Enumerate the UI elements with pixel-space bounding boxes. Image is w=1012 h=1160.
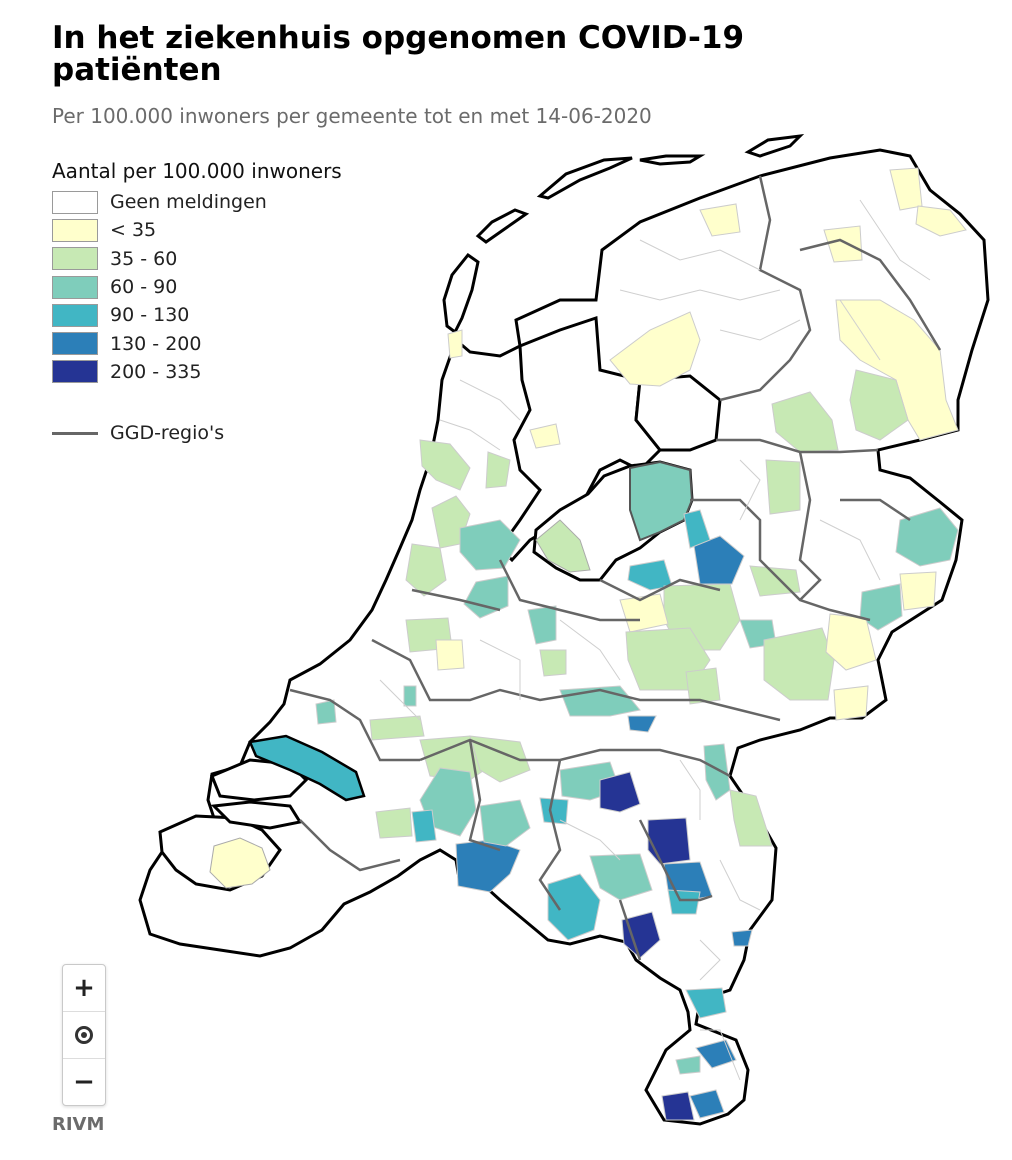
region-nb-lightblue-2: [539, 797, 569, 825]
legend-item: < 35: [52, 216, 412, 244]
legend-swatch: [52, 218, 98, 242]
flevoland-east-region: [629, 460, 694, 542]
region-achterhoek-yellow-2: [833, 685, 869, 721]
region-nb-teal-5: [703, 743, 731, 801]
region-limburg-teal-1: [675, 1055, 701, 1075]
legend-ggd-label: GGD-regio's: [110, 422, 225, 445]
region-drenthe-yellow-1: [835, 299, 959, 441]
noordoostpolder: [634, 374, 722, 452]
region-overijssel-lightblue-2: [627, 559, 673, 591]
legend-swatch: [52, 360, 98, 384]
region-nb-teal-1: [419, 767, 477, 837]
legend-item: Geen meldingen: [52, 188, 412, 216]
zeeland-goeree: [210, 800, 303, 830]
legend-item: 60 - 90: [52, 273, 412, 301]
island-vlieland: [475, 208, 530, 244]
locate-button[interactable]: [63, 1012, 105, 1059]
legend-label: 130 - 200: [110, 332, 202, 355]
legend-swatch: [52, 332, 98, 356]
region-overijssel-blue: [693, 535, 745, 585]
target-icon: [75, 1026, 93, 1044]
island-terschelling: [536, 156, 633, 200]
region-nb-teal-2: [479, 799, 531, 847]
region-friesland-yellow-2: [699, 203, 741, 237]
legend-item: 35 - 60: [52, 245, 412, 273]
map-zoom-controls: + −: [62, 964, 106, 1106]
region-twente-teal: [895, 507, 959, 567]
region-zh-teal-1: [315, 699, 337, 725]
legend-label: < 35: [110, 219, 157, 242]
region-gelderland-green-3: [685, 667, 721, 705]
region-nb-darkblue-3: [621, 911, 661, 959]
ggd-borders: [289, 175, 942, 961]
region-nb-darkblue-1: [599, 771, 641, 813]
region-achterhoek-green: [763, 627, 835, 701]
zoom-out-button[interactable]: −: [73, 1067, 95, 1097]
zeeland-middelburg-region: [209, 837, 271, 889]
region-nb-lightblue-3: [667, 889, 701, 915]
legend-label: Geen meldingen: [110, 191, 267, 214]
ggd-border-line: [52, 431, 98, 435]
legend-item: 200 - 335: [52, 358, 412, 386]
region-overijssel-green-1: [765, 459, 801, 515]
region-zh-teal-2: [403, 685, 417, 707]
legend-swatch: [52, 190, 98, 214]
island-texel: [442, 252, 480, 335]
map-credit: RIVM: [52, 1114, 105, 1135]
region-nh-yellow-1: [529, 423, 561, 449]
legend-swatch: [52, 247, 98, 271]
legend-ggd-item: GGD-regio's: [52, 422, 412, 444]
haringvliet-water: [248, 734, 366, 802]
region-twente-teal-2: [859, 583, 903, 631]
region-nb-lightblue-1: [411, 809, 437, 843]
region-limburg-darkblue-1: [661, 1091, 695, 1121]
legend-label: 90 - 130: [110, 304, 190, 327]
region-zh-green-4: [419, 735, 491, 781]
region-drenthe-green-2: [771, 391, 839, 453]
region-nb-teal-4: [589, 853, 653, 901]
zoom-in-button[interactable]: +: [63, 965, 105, 1012]
region-zh-green-3: [369, 715, 425, 741]
region-nh-green-3: [485, 451, 511, 489]
legend-label: 200 - 335: [110, 360, 202, 383]
region-friesland-yellow-1: [609, 311, 701, 387]
legend-title: Aantal per 100.000 inwoners: [52, 159, 342, 183]
region-zh-green-5: [469, 735, 531, 783]
page-subtitle: Per 100.000 inwoners per gemeente tot en…: [52, 104, 652, 128]
island-ameland: [639, 154, 706, 166]
region-nb-lightblue-4: [547, 873, 601, 941]
legend-swatch: [52, 275, 98, 299]
legend-label: 35 - 60: [110, 247, 178, 270]
zeeland-schouwen: [210, 758, 309, 802]
region-drenthe-green-1: [849, 369, 909, 441]
legend-label: 60 - 90: [110, 276, 178, 299]
region-nh-yellow-2: [447, 329, 463, 359]
region-nb-darkblue-2: [647, 817, 691, 865]
region-nb-green-1: [375, 807, 413, 839]
region-twente-yellow: [899, 571, 937, 611]
region-limburg-blue-1: [731, 929, 753, 947]
flevoland-south-region: [535, 519, 591, 573]
region-overijssel-lightblue-1: [683, 509, 711, 549]
region-limburg-blue-3: [689, 1089, 725, 1119]
region-groningen-yellow-3: [823, 225, 863, 263]
region-friesland-green: [419, 439, 471, 491]
region-nb-blue-3: [627, 715, 657, 733]
legend: Aantal per 100.000 inwoners Geen melding…: [52, 158, 412, 444]
legend-item: 90 - 130: [52, 301, 412, 329]
legend-swatch: [52, 303, 98, 327]
region-limburg-blue-2: [695, 1039, 737, 1069]
region-zh-yellow-1: [435, 639, 465, 671]
region-zh-green-2: [539, 649, 567, 677]
page-title: In het ziekenhuis opgenomen COVID-19 pat…: [52, 20, 745, 88]
island-schiermonnikoog: [744, 133, 805, 158]
region-limburg-lightblue-1: [685, 987, 727, 1019]
region-groningen-yellow-2: [915, 205, 967, 237]
region-nb-green-2: [729, 789, 773, 847]
municipality-borders: [379, 199, 931, 1081]
region-nh-green-2: [405, 543, 447, 597]
legend-item: 130 - 200: [52, 329, 412, 357]
netherlands-mainland: [138, 148, 990, 1126]
